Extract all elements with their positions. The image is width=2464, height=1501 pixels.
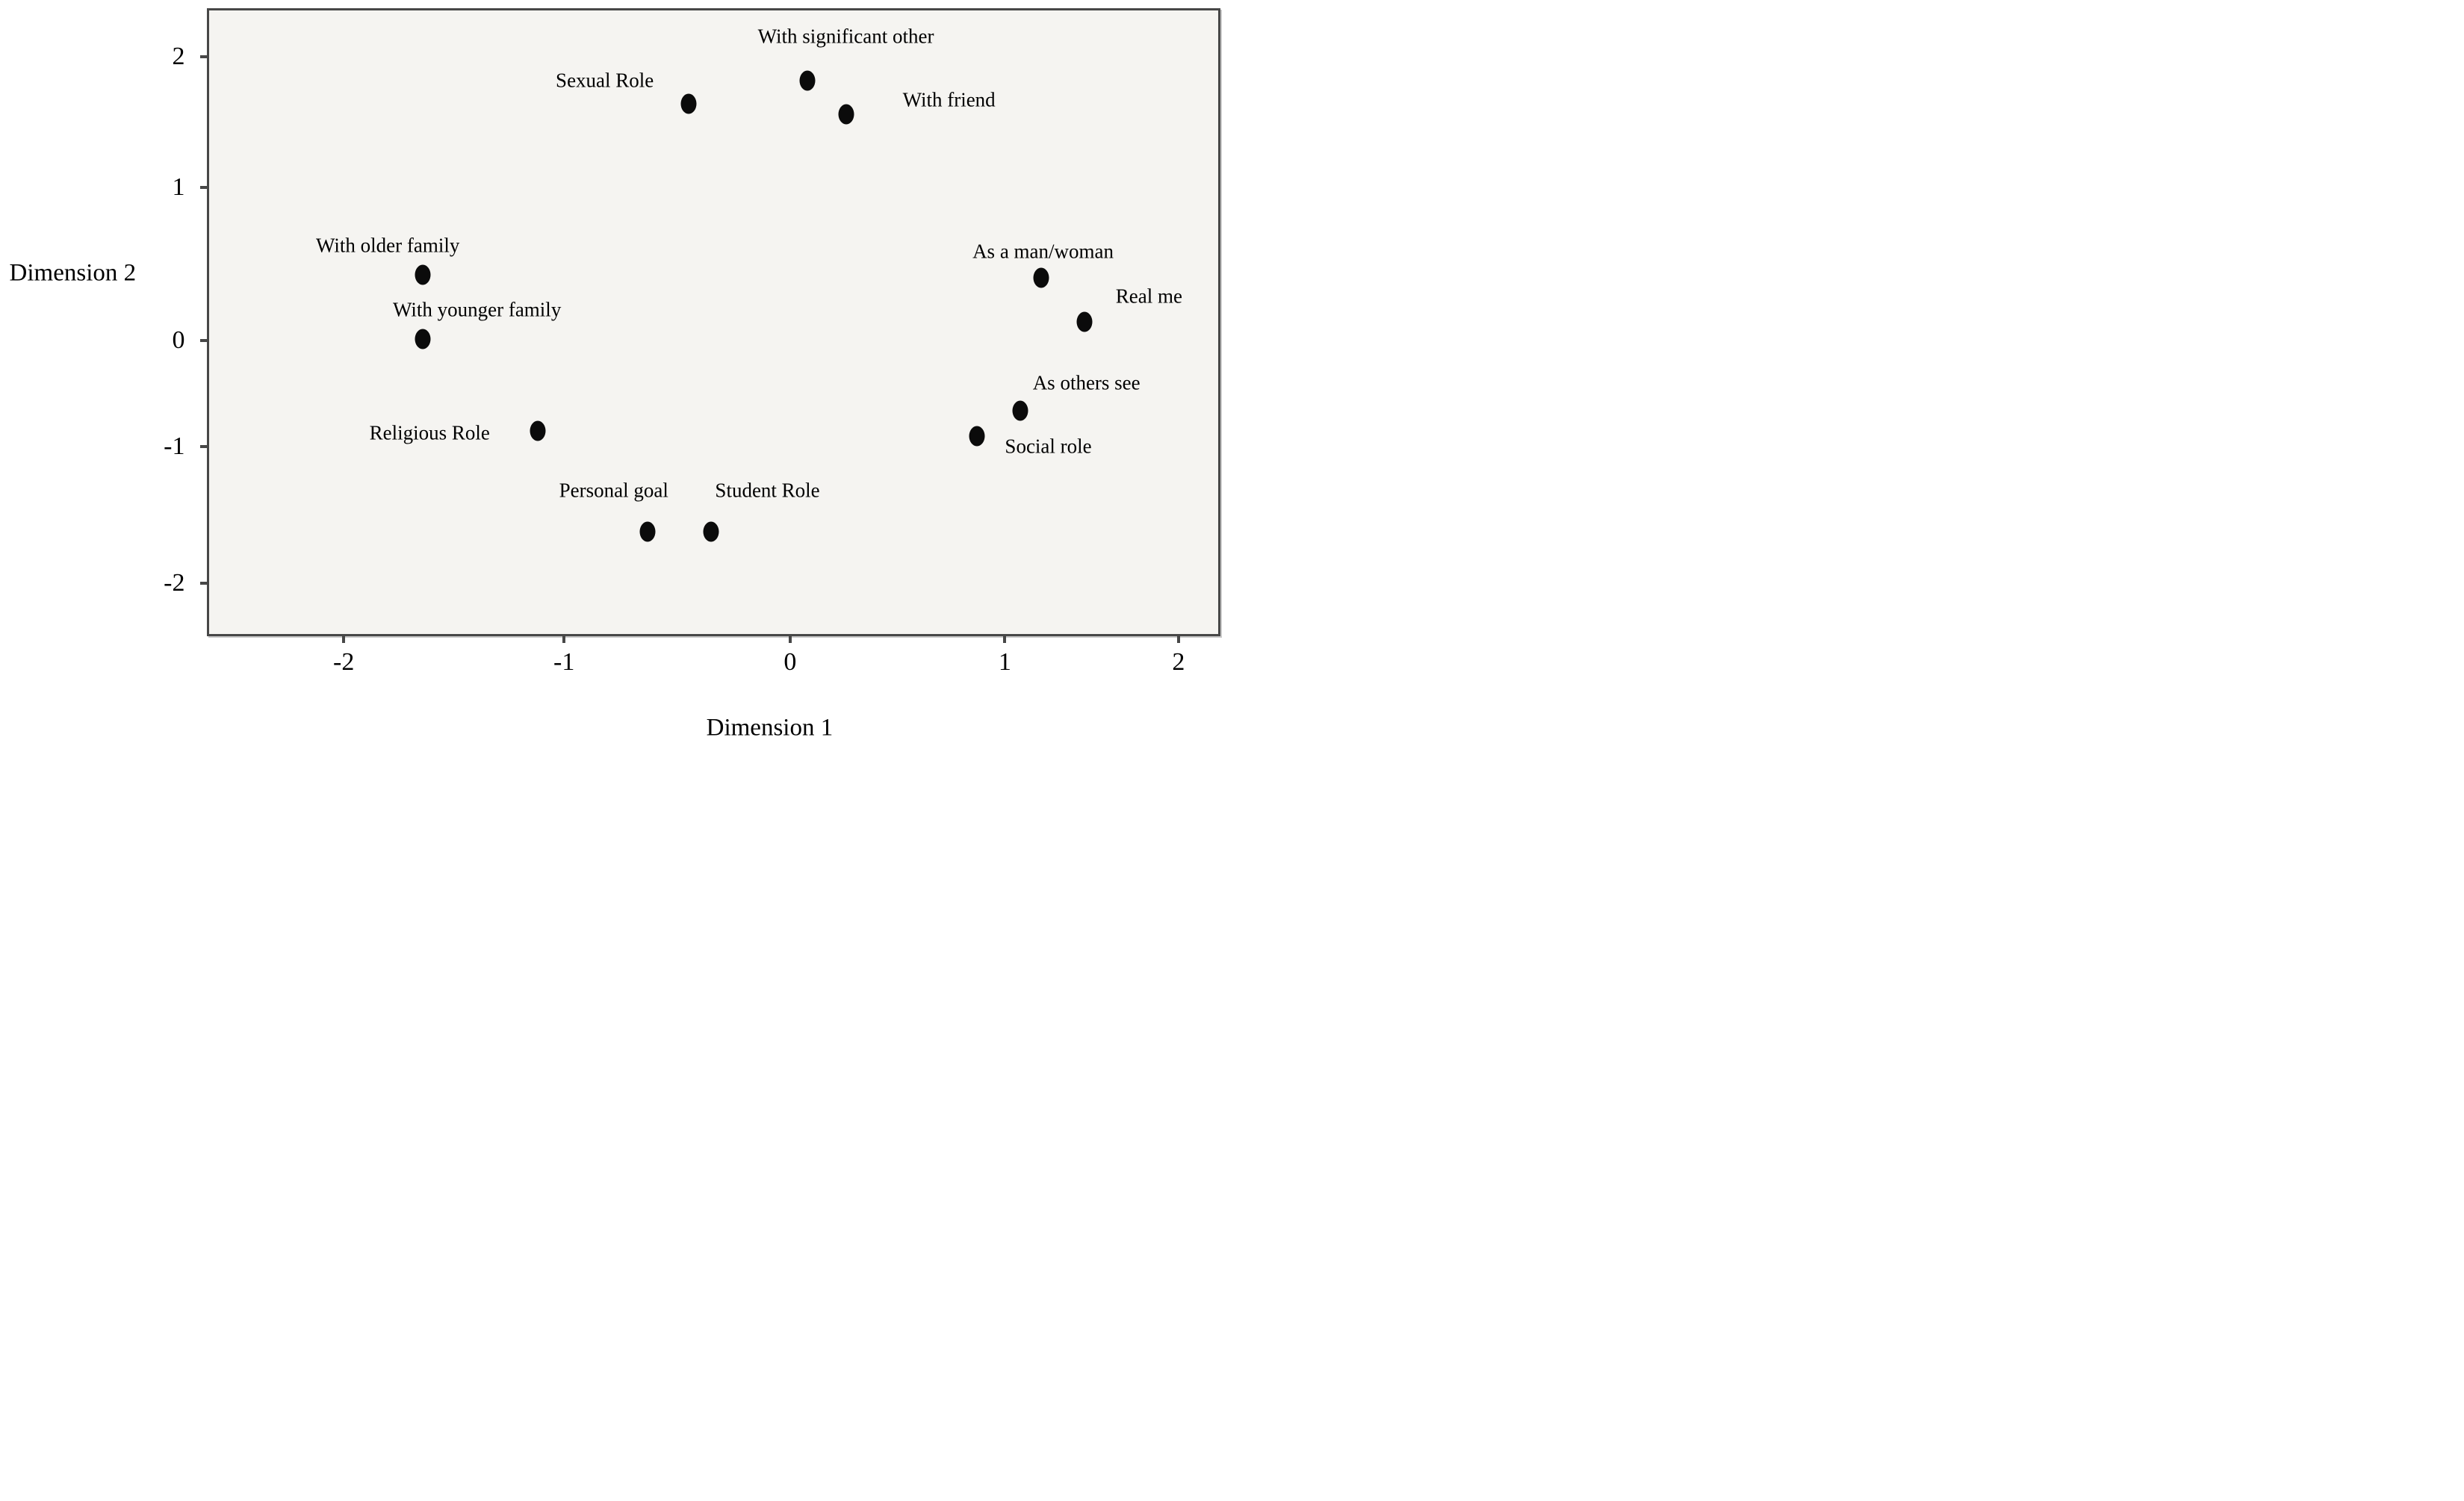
x-tick-label--1: -1: [553, 648, 575, 677]
point-label-personal-goal: Personal goal: [559, 479, 668, 502]
point-label-with-significant-other: With significant other: [757, 25, 934, 48]
y-tick-label-1: 1: [172, 173, 185, 202]
y-tick-mark-2: [199, 55, 207, 58]
point-label-sexual-role: Sexual Role: [556, 69, 654, 92]
mds-scatter-plot: Dimension 1 Dimension 2 -2 -1 0 1 2 2 1 0 -1 -2 Wi…: [0, 0, 1232, 750]
plot-area: [206, 7, 1221, 636]
point-label-as-others-see: As others see: [1032, 371, 1141, 394]
point-label-social-role: Social role: [1005, 435, 1092, 458]
y-tick-label--2: -2: [164, 568, 185, 597]
x-tick-mark-1: [1003, 635, 1007, 643]
data-point-as-a-man-woman: [1033, 267, 1049, 288]
point-label-with-friend: With friend: [902, 88, 996, 111]
point-label-real-me: Real me: [1115, 285, 1182, 308]
data-point-with-younger-family: [415, 329, 431, 349]
x-tick-mark-2: [1176, 635, 1180, 643]
data-point-religious-role: [530, 420, 546, 441]
point-label-as-a-man-woman: As a man/woman: [972, 240, 1114, 263]
data-point-with-significant-other: [799, 70, 816, 91]
x-tick-label-2: 2: [1172, 648, 1185, 677]
data-point-real-me: [1076, 311, 1093, 332]
point-label-student-role: Student Role: [715, 479, 820, 502]
x-axis-title: Dimension 1: [706, 714, 834, 742]
x-tick-label-1: 1: [998, 648, 1011, 677]
data-point-with-older-family: [415, 264, 431, 285]
y-tick-mark--1: [199, 445, 207, 449]
x-tick-label-0: 0: [783, 648, 797, 677]
data-point-social-role: [969, 426, 985, 447]
x-tick-mark-0: [788, 635, 792, 643]
x-tick-mark--2: [342, 635, 346, 643]
data-point-sexual-role: [680, 93, 697, 114]
data-point-student-role: [703, 521, 719, 542]
y-tick-label-2: 2: [172, 42, 185, 70]
y-axis-title: Dimension 2: [9, 259, 137, 287]
y-tick-mark-0: [199, 338, 207, 342]
y-tick-mark-1: [199, 186, 207, 190]
y-tick-label--1: -1: [164, 432, 185, 461]
point-label-with-younger-family: With younger family: [392, 298, 562, 321]
data-point-personal-goal: [639, 521, 656, 542]
data-point-with-friend: [838, 104, 854, 125]
x-tick-mark--1: [562, 635, 566, 643]
data-point-as-others-see: [1012, 400, 1028, 421]
point-label-with-older-family: With older family: [316, 234, 460, 257]
y-tick-label-0: 0: [172, 326, 185, 354]
x-tick-label--2: -2: [333, 648, 355, 677]
y-tick-mark--2: [199, 581, 207, 585]
point-label-religious-role: Religious Role: [369, 421, 490, 444]
